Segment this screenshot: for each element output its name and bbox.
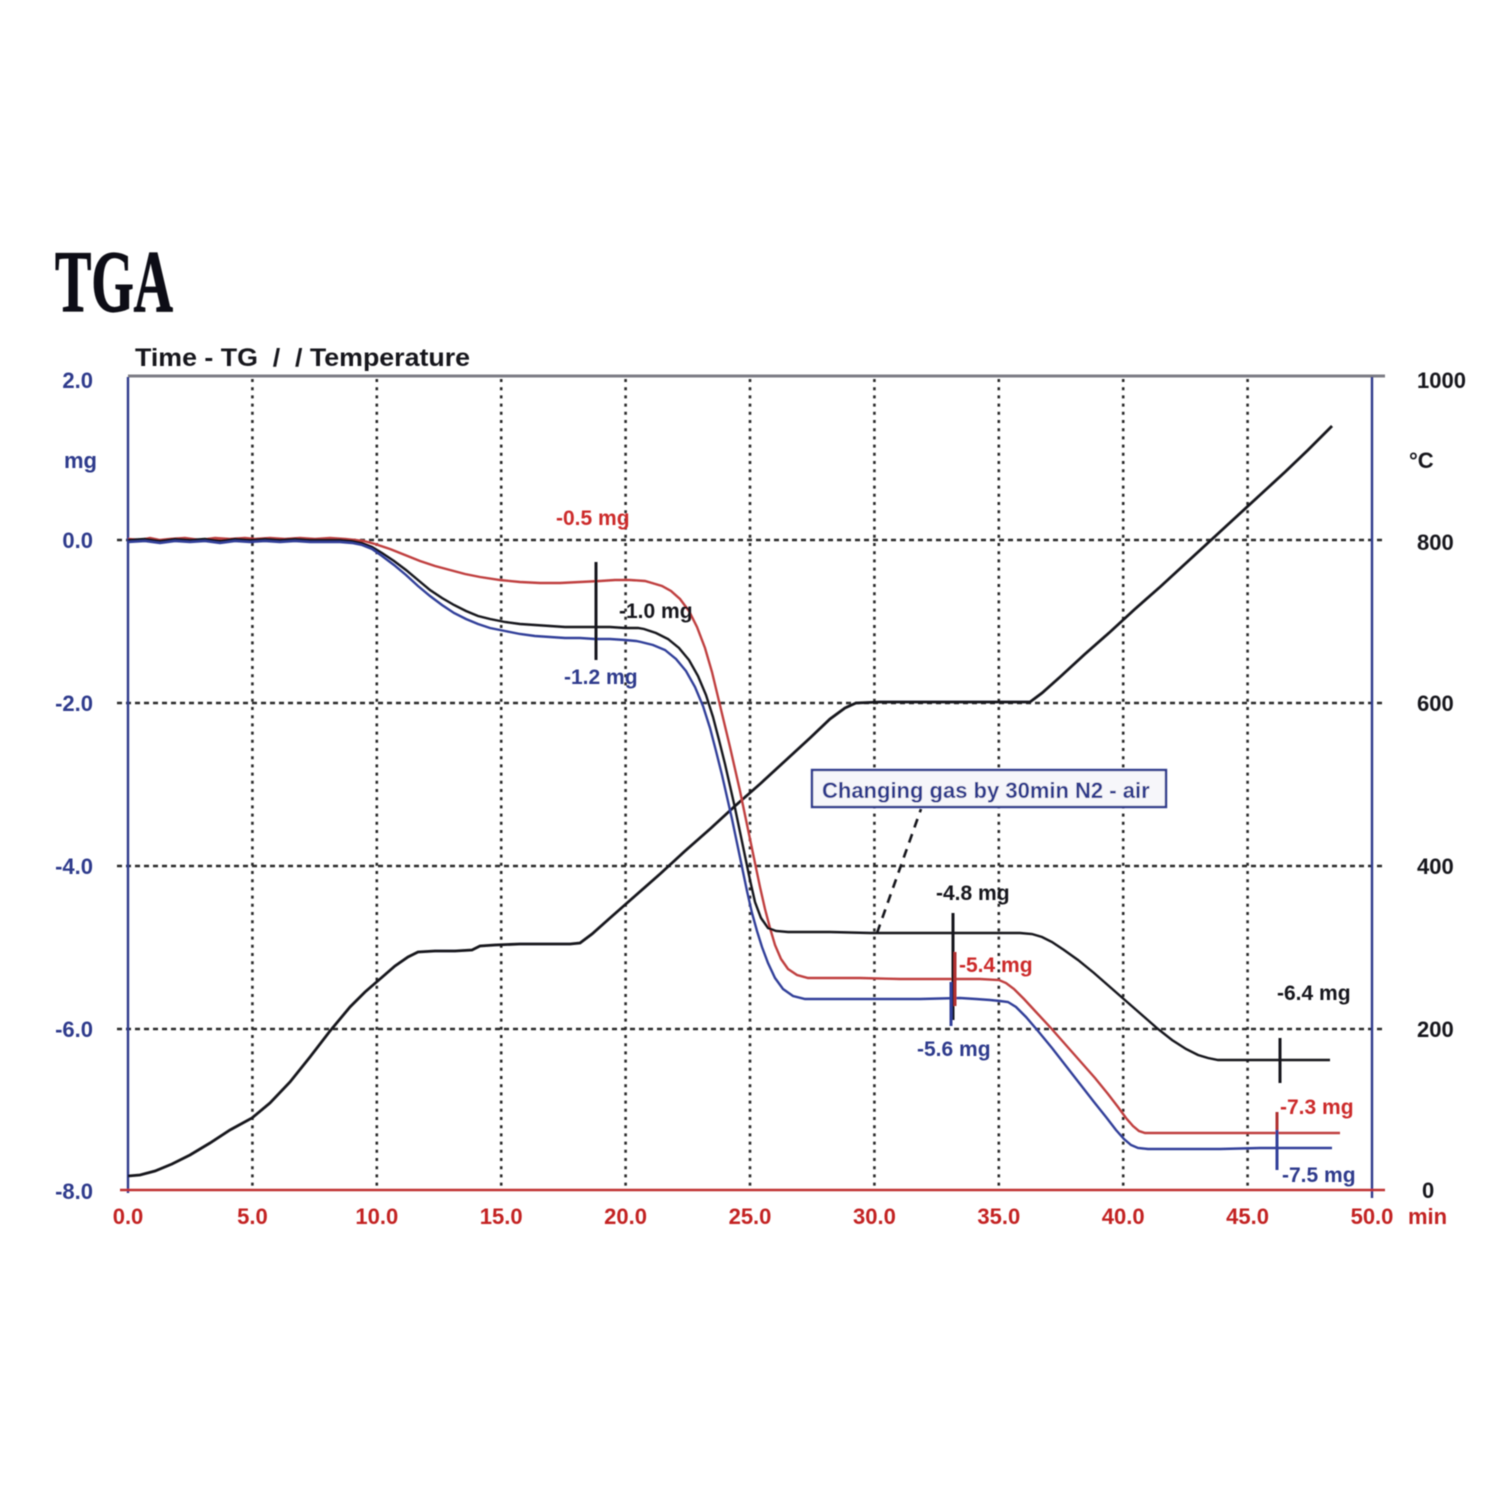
svg-text:-4.8 mg: -4.8 mg <box>936 882 1010 905</box>
svg-text:20.0: 20.0 <box>604 1204 647 1229</box>
svg-text:0: 0 <box>1422 1178 1434 1203</box>
svg-text:800: 800 <box>1417 530 1454 555</box>
svg-text:5.0: 5.0 <box>237 1204 268 1229</box>
svg-text:TGA: TGA <box>55 234 173 331</box>
svg-text:-0.5 mg: -0.5 mg <box>556 507 630 530</box>
svg-text:-6.0: -6.0 <box>55 1017 93 1042</box>
svg-text:Time - TG / / Temperature: Time - TG / / Temperature <box>135 344 470 372</box>
svg-text:-8.0: -8.0 <box>55 1179 93 1204</box>
svg-text:°C: °C <box>1409 448 1434 473</box>
svg-text:-1.2 mg: -1.2 mg <box>564 666 638 689</box>
svg-text:-5.4 mg: -5.4 mg <box>959 954 1033 977</box>
svg-text:Changing gas by 30min N2 - air: Changing gas by 30min N2 - air <box>822 778 1150 803</box>
svg-text:-2.0: -2.0 <box>55 691 93 716</box>
svg-text:-4.0: -4.0 <box>55 854 93 879</box>
svg-text:min: min <box>1408 1204 1447 1229</box>
svg-text:45.0: 45.0 <box>1226 1204 1269 1229</box>
svg-text:-5.6 mg: -5.6 mg <box>917 1038 991 1061</box>
svg-text:40.0: 40.0 <box>1102 1204 1145 1229</box>
svg-text:400: 400 <box>1417 854 1454 879</box>
svg-text:2.0: 2.0 <box>62 368 93 393</box>
svg-text:600: 600 <box>1417 691 1454 716</box>
svg-text:-1.0 mg: -1.0 mg <box>619 600 693 623</box>
svg-text:35.0: 35.0 <box>977 1204 1020 1229</box>
svg-text:50.0: 50.0 <box>1351 1204 1394 1229</box>
svg-text:-7.5 mg: -7.5 mg <box>1282 1164 1356 1187</box>
svg-text:10.0: 10.0 <box>355 1204 398 1229</box>
svg-text:mg: mg <box>64 448 97 473</box>
svg-text:1000: 1000 <box>1417 368 1466 393</box>
svg-text:200: 200 <box>1417 1017 1454 1042</box>
svg-text:25.0: 25.0 <box>729 1204 772 1229</box>
svg-text:30.0: 30.0 <box>853 1204 896 1229</box>
svg-text:0.0: 0.0 <box>113 1204 144 1229</box>
svg-text:-7.3 mg: -7.3 mg <box>1280 1096 1354 1119</box>
svg-text:0.0: 0.0 <box>62 528 93 553</box>
svg-text:15.0: 15.0 <box>480 1204 523 1229</box>
svg-text:-6.4 mg: -6.4 mg <box>1277 982 1351 1005</box>
